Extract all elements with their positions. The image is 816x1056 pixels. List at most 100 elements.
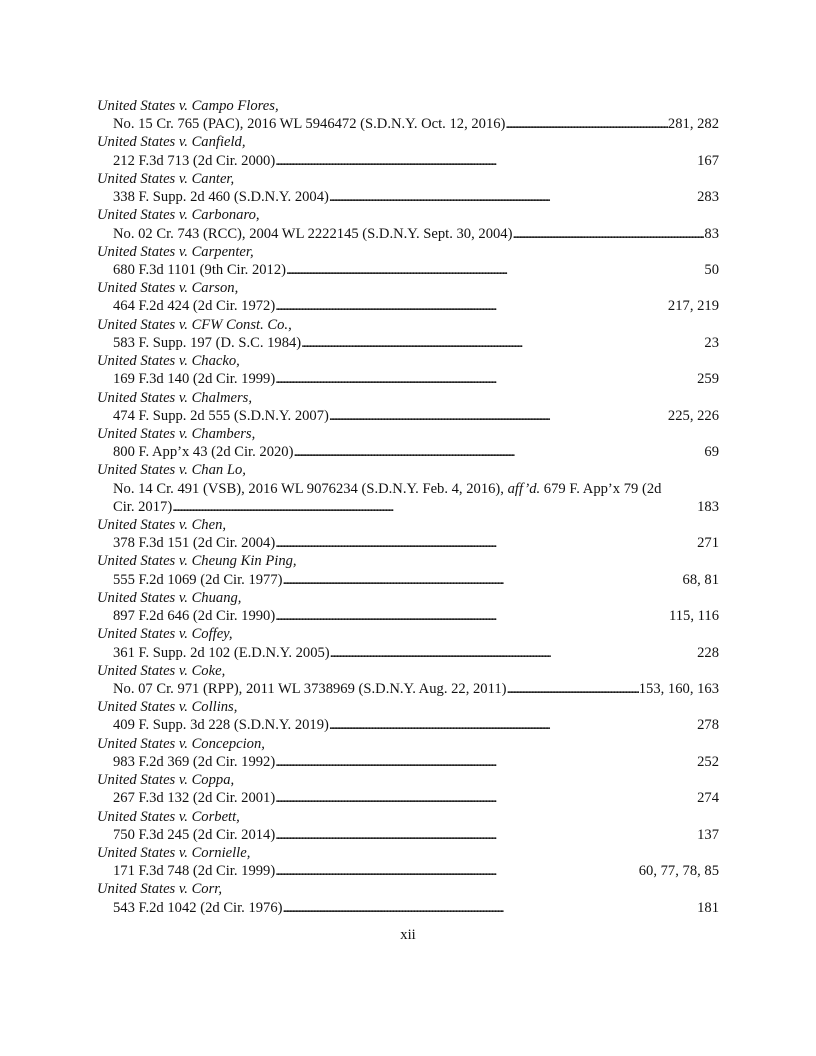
toc-entry: United States v. Cheung Kin Ping, 555 F.2… [97, 552, 719, 588]
toc-entry: United States v. Chuang, 897 F.2d 646 (2d… [97, 589, 719, 625]
page-references: 228 [697, 644, 719, 661]
case-name-text: United States v. Carpenter [97, 243, 250, 260]
case-name-text: United States v. Chan Lo [97, 462, 243, 479]
toc-entry: United States v. Collins, 409 F. Supp. 3d… [97, 698, 719, 734]
dot-leader [275, 607, 669, 625]
citation-text: 543 F.2d 1042 (2d Cir. 1976) [113, 899, 283, 916]
case-name: United States v. Chambers, [97, 425, 256, 442]
citation-line: No. 15 Cr. 765 (PAC), 2016 WL 5946472 (S… [97, 115, 719, 133]
dot-leader [275, 297, 668, 315]
case-name-text: United States v. Chambers [97, 425, 252, 442]
toc-entry: United States v. Coffey, 361 F. Supp. 2d … [97, 625, 719, 661]
citation-text: 680 F.3d 1101 (9th Cir. 2012) [113, 261, 287, 278]
toc-entry: United States v. Canfield, 212 F.3d 713 (… [97, 133, 719, 169]
citation-text: 983 F.2d 369 (2d Cir. 1992) [113, 753, 276, 770]
citation-line: 361 F. Supp. 2d 102 (E.D.N.Y. 2005) 228 [97, 644, 719, 662]
dot-leader [275, 826, 697, 844]
citation-text: 583 F. Supp. 197 (D. S.C. 1984) [113, 334, 302, 351]
page-references: 68, 81 [682, 571, 719, 588]
case-name: United States v. CFW Const. Co., [97, 316, 292, 333]
toc-entry: United States v. Cornielle, 171 F.3d 748 … [97, 844, 719, 880]
case-name: United States v. Corr, [97, 881, 222, 898]
citation-line: 474 F. Supp. 2d 555 (S.D.N.Y. 2007) 225, … [97, 407, 719, 425]
toc-entry: United States v. CFW Const. Co., 583 F. S… [97, 316, 719, 352]
citation-line: No. 07 Cr. 971 (RPP), 2011 WL 3738969 (S… [97, 680, 719, 698]
dot-leader [275, 534, 697, 552]
case-name-text: United States v. Campo Flores [97, 98, 275, 114]
subsequent-history: aff’d. [507, 480, 541, 497]
case-name-text: United States v. Canter [97, 170, 231, 187]
page-references: 217, 219 [667, 298, 719, 315]
citation-text: 378 F.3d 151 (2d Cir. 2004) [113, 535, 276, 552]
citation-line: 171 F.3d 748 (2d Cir. 1999) 60, 77, 78, 8… [97, 862, 719, 880]
page-references: 225, 226 [667, 407, 719, 424]
toc-entry: United States v. Coke, No. 07 Cr. 971 (RP… [97, 662, 719, 698]
toc-entry: United States v. Chambers, 800 F. App’x 4… [97, 425, 719, 461]
page-references: 23 [704, 334, 719, 351]
case-name: United States v. Cheung Kin Ping, [97, 553, 297, 570]
citation-line: 800 F. App’x 43 (2d Cir. 2020) 69 [97, 443, 719, 461]
case-name-text: United States v. Collins [97, 699, 234, 716]
citation-line: 897 F.2d 646 (2d Cir. 1990) 115, 116 [97, 607, 719, 625]
dot-leader [329, 716, 697, 734]
case-name-text: United States v. Chalmers [97, 389, 249, 406]
citation-text: No. 02 Cr. 743 (RCC), 2004 WL 2222145 (S… [113, 225, 513, 242]
dot-leader [275, 152, 697, 170]
citation-text: 464 F.2d 424 (2d Cir. 1972) [113, 298, 276, 315]
citation-line: 555 F.2d 1069 (2d Cir. 1977) 68, 81 [97, 571, 719, 589]
case-name: United States v. Chan Lo, [97, 462, 246, 479]
toc-entry: United States v. Chalmers, 474 F. Supp. 2… [97, 389, 719, 425]
case-name-text: United States v. Chuang [97, 589, 238, 606]
case-name-text: United States v. Coffey [97, 626, 229, 643]
case-name-text: United States v. Cornielle [97, 844, 247, 861]
citation-line: 543 F.2d 1042 (2d Cir. 1976) 181 [97, 899, 719, 917]
page-references: 183 [697, 498, 719, 515]
case-name-text: United States v. Carson [97, 280, 235, 297]
citation-text: 897 F.2d 646 (2d Cir. 1990) [113, 608, 276, 625]
dot-leader [275, 862, 639, 880]
citation-text: 555 F.2d 1069 (2d Cir. 1977) [113, 571, 283, 588]
page-references: 281, 282 [667, 116, 719, 133]
citation-line: 750 F.3d 245 (2d Cir. 2014) 137 [97, 826, 719, 844]
citation-line: No. 14 Cr. 491 (VSB), 2016 WL 9076234 (S… [97, 480, 719, 498]
citation-text: No. 07 Cr. 971 (RPP), 2011 WL 3738969 (S… [113, 681, 507, 697]
case-name-text: United States v. Corr [97, 881, 219, 898]
case-name: United States v. Canfield, [97, 134, 246, 151]
dot-leader [505, 115, 668, 133]
case-name-text: United States v. CFW Const. Co. [97, 316, 289, 333]
citation-text: 267 F.3d 132 (2d Cir. 2001) [113, 790, 276, 807]
citation-line: 464 F.2d 424 (2d Cir. 1972) 217, 219 [97, 297, 719, 315]
case-name: United States v. Campo Flores, [97, 98, 279, 114]
dot-leader [507, 680, 639, 698]
case-name-text: United States v. Coke [97, 662, 222, 679]
citation-line: 583 F. Supp. 197 (D. S.C. 1984) 23 [97, 334, 719, 352]
page-references: 271 [697, 535, 719, 552]
page-references: 181 [697, 899, 719, 916]
citation-text: 171 F.3d 748 (2d Cir. 1999) [113, 863, 276, 880]
toc-entry: United States v. Carson, 464 F.2d 424 (2d… [97, 279, 719, 315]
dot-leader [301, 334, 704, 352]
citation-text: 361 F. Supp. 2d 102 (E.D.N.Y. 2005) [113, 644, 330, 661]
case-name: United States v. Chalmers, [97, 389, 252, 406]
toc-entry: United States v. Campo Flores, No. 15 Cr.… [97, 97, 719, 133]
dot-leader [283, 571, 683, 589]
citation-text: 409 F. Supp. 3d 228 (S.D.N.Y. 2019) [113, 717, 329, 734]
table-of-authorities: United States v. Campo Flores, No. 15 Cr.… [97, 97, 719, 917]
toc-entry: United States v. Canter, 338 F. Supp. 2d … [97, 170, 719, 206]
case-name: United States v. Collins, [97, 699, 238, 716]
case-name-text: United States v. Chacko [97, 353, 237, 370]
page-number: xii [400, 927, 416, 943]
citation-line: 680 F.3d 1101 (9th Cir. 2012) 50 [97, 261, 719, 279]
dot-leader [330, 644, 697, 662]
dot-leader [286, 261, 704, 279]
toc-entry: United States v. Chen, 378 F.3d 151 (2d C… [97, 516, 719, 552]
citation-text: 800 F. App’x 43 (2d Cir. 2020) [113, 444, 294, 461]
citation-text: Cir. 2017) [113, 498, 173, 515]
dot-leader [329, 407, 668, 425]
citation-text: 474 F. Supp. 2d 555 (S.D.N.Y. 2007) [113, 407, 329, 424]
dot-leader [283, 899, 698, 917]
citation-line: 378 F.3d 151 (2d Cir. 2004) 271 [97, 534, 719, 552]
case-name: United States v. Canter, [97, 170, 235, 187]
toc-entry: United States v. Chan Lo, No. 14 Cr. 491 … [97, 461, 719, 516]
case-name: United States v. Carpenter, [97, 243, 254, 260]
